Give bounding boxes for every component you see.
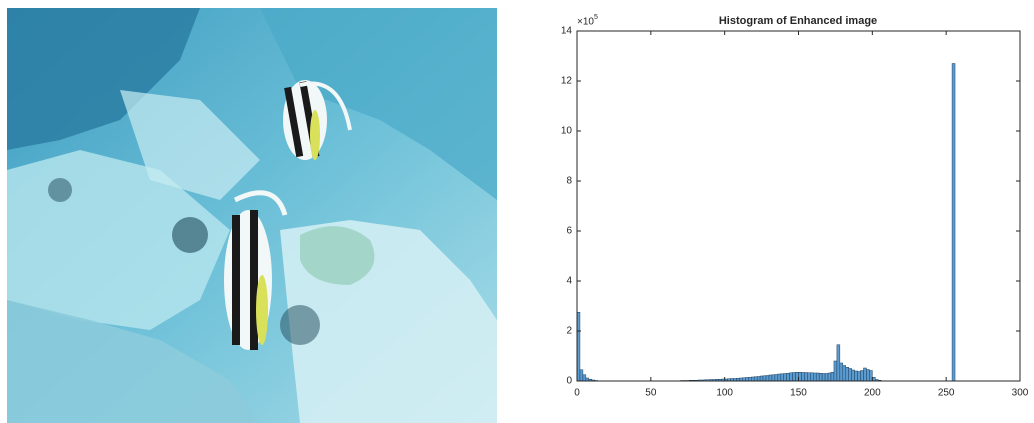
y-tick-label: 10 — [561, 126, 573, 137]
bar — [763, 376, 766, 381]
y-tick-label: 0 — [566, 376, 572, 387]
bar — [846, 367, 849, 381]
bar — [583, 375, 586, 381]
y-scale-exponent: 5 — [594, 14, 598, 21]
bar — [834, 361, 837, 381]
bar — [852, 370, 855, 381]
bar — [751, 377, 754, 381]
y-tick-label: 6 — [566, 226, 572, 237]
bar — [810, 373, 813, 381]
bar — [748, 377, 751, 381]
bar — [766, 376, 769, 382]
bar — [822, 374, 825, 382]
bar — [861, 371, 864, 382]
bar — [784, 374, 787, 382]
x-tick-label: 300 — [1012, 388, 1029, 399]
bar — [781, 374, 784, 381]
bar — [840, 363, 843, 381]
y-tick-label: 12 — [561, 76, 573, 87]
bar — [843, 366, 846, 382]
bar — [760, 376, 763, 381]
bar — [952, 64, 955, 382]
bar — [825, 374, 828, 382]
bar — [855, 371, 858, 381]
bar — [804, 373, 807, 382]
bar — [793, 373, 796, 382]
bar — [769, 375, 772, 381]
bar — [858, 372, 861, 382]
bar — [775, 375, 778, 382]
y-tick-label: 14 — [561, 26, 573, 37]
y-tick-label: 4 — [566, 276, 572, 287]
bar — [772, 375, 775, 381]
bar — [837, 345, 840, 381]
bar — [863, 368, 866, 381]
y-tick-label: 8 — [566, 176, 572, 187]
bar — [813, 373, 816, 381]
bar — [816, 373, 819, 381]
page: Histogram of Enhanced image ×10 5 050100… — [0, 0, 1034, 423]
bar — [807, 373, 810, 381]
bar — [754, 377, 757, 381]
bar — [828, 373, 831, 381]
bar — [778, 374, 781, 381]
x-tick-label: 250 — [938, 388, 955, 399]
bar — [849, 369, 852, 382]
bar — [787, 373, 790, 381]
figure: Histogram of Enhanced image ×10 5 050100… — [0, 0, 1034, 423]
bar — [831, 372, 834, 381]
bar — [745, 378, 748, 382]
x-tick-label: 50 — [645, 388, 657, 399]
y-scale-label: ×10 — [577, 17, 594, 28]
y-tick-label: 2 — [566, 326, 572, 337]
x-tick-label: 0 — [574, 388, 580, 399]
bar — [819, 373, 822, 381]
chart-title: Histogram of Enhanced image — [719, 15, 877, 27]
x-tick-label: 200 — [864, 388, 881, 399]
bar — [580, 370, 583, 381]
bar — [866, 370, 869, 382]
bar — [801, 373, 804, 382]
x-tick-label: 150 — [790, 388, 807, 399]
bar — [790, 373, 793, 381]
bar — [757, 377, 760, 382]
x-tick-label: 100 — [716, 388, 733, 399]
photo — [7, 8, 497, 423]
